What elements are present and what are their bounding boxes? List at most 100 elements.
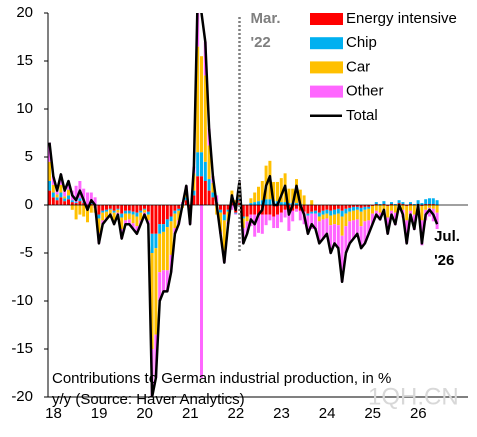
bar-segment <box>78 205 82 215</box>
bar-segment <box>177 210 181 221</box>
bar-segment <box>200 56 203 153</box>
bar-segment <box>200 152 203 177</box>
bar-segment <box>135 216 139 227</box>
bar-segment <box>340 235 344 282</box>
bar-segment <box>158 224 162 234</box>
bar-segment <box>63 190 67 197</box>
bar-segment <box>295 208 298 212</box>
bar-segment <box>314 213 317 229</box>
bar-segment <box>435 205 439 213</box>
bar-segment <box>378 205 382 213</box>
bar-segment <box>287 212 291 231</box>
bar-segment <box>173 210 177 214</box>
bar-segment <box>249 203 253 205</box>
bar-segment <box>317 212 321 217</box>
bar-segment <box>86 205 89 207</box>
bar-segment <box>162 270 165 292</box>
bar-segment <box>63 201 67 205</box>
bar-segment <box>70 202 74 205</box>
bar-segment <box>120 217 124 229</box>
bar-segment <box>405 220 409 244</box>
bar-segment <box>150 253 154 349</box>
bar-segment <box>112 210 116 213</box>
bar-segment <box>139 212 143 221</box>
bar-segment <box>279 178 283 203</box>
bar-segment <box>48 190 51 205</box>
bar-segment <box>101 212 105 221</box>
bar-segment <box>234 212 238 214</box>
bar-segment <box>260 214 264 234</box>
bar-segment <box>393 205 397 213</box>
bar-segment <box>135 205 139 213</box>
bar-segment <box>325 213 329 219</box>
bar-segment <box>367 205 371 207</box>
bar-segment <box>295 203 298 205</box>
bar-segment <box>317 221 321 244</box>
bar-segment <box>363 221 367 244</box>
bar-segment <box>363 205 367 207</box>
bar-segment <box>329 225 333 253</box>
bar-segment <box>306 215 310 234</box>
y-tick-label: -20 <box>11 388 33 405</box>
bar-segment <box>116 208 120 210</box>
bar-segment <box>89 204 93 205</box>
bar-segment <box>321 210 325 215</box>
bar-segment <box>139 205 143 211</box>
bar-segment <box>124 205 127 211</box>
bar-segment <box>203 181 207 205</box>
bar-segment <box>310 211 314 214</box>
bar-segment <box>146 211 150 215</box>
bar-segment <box>177 205 181 209</box>
bar-segment <box>245 216 249 222</box>
bar-segment <box>412 204 416 205</box>
bar-segment <box>264 214 268 226</box>
bar-segment <box>382 205 386 210</box>
bar-segment <box>154 248 158 335</box>
bar-segment <box>287 203 291 205</box>
bar-segment <box>333 205 336 210</box>
bar-segment <box>329 205 333 211</box>
bar-segment <box>378 204 382 205</box>
bar-segment <box>211 192 215 198</box>
bar-segment <box>412 205 416 215</box>
bar-segment <box>59 184 63 193</box>
bar-segment <box>371 205 374 214</box>
bar-segment <box>249 205 253 215</box>
bar-segment <box>314 210 317 214</box>
bar-segment <box>333 214 336 225</box>
bar-segment <box>139 210 143 213</box>
bar-segment <box>367 220 371 234</box>
bar-segment <box>352 220 355 239</box>
bar-segment <box>177 208 181 211</box>
bar-segment <box>260 181 264 201</box>
bar-segment <box>344 213 348 227</box>
bar-segment <box>420 205 424 206</box>
bar-segment <box>219 209 222 213</box>
bar-segment <box>298 210 302 221</box>
bar-segment <box>74 205 78 220</box>
bar-segment <box>127 219 131 225</box>
bar-segment <box>344 226 348 253</box>
bar-segment <box>108 209 112 214</box>
bar-segment <box>196 46 200 153</box>
bar-segment <box>234 213 238 215</box>
bar-segment <box>386 205 390 218</box>
legend-swatch <box>310 85 343 98</box>
bar-segment <box>363 206 367 210</box>
bar-segment <box>203 161 207 181</box>
bar-segment <box>253 202 257 205</box>
bar-segment <box>200 205 203 378</box>
bar-segment <box>74 185 78 203</box>
watermark: 1QH.CN <box>368 383 459 410</box>
bar-segment <box>363 209 367 222</box>
bar-segment <box>382 204 386 205</box>
bar-segment <box>371 213 374 225</box>
bar-segment <box>416 200 420 205</box>
bar-segment <box>67 189 70 196</box>
bar-segment <box>192 190 196 196</box>
bar-segment <box>317 205 321 213</box>
bar-segment <box>162 224 165 232</box>
bar-segment <box>143 205 146 209</box>
bar-segment <box>367 208 371 221</box>
annotation: '26 <box>434 252 454 269</box>
